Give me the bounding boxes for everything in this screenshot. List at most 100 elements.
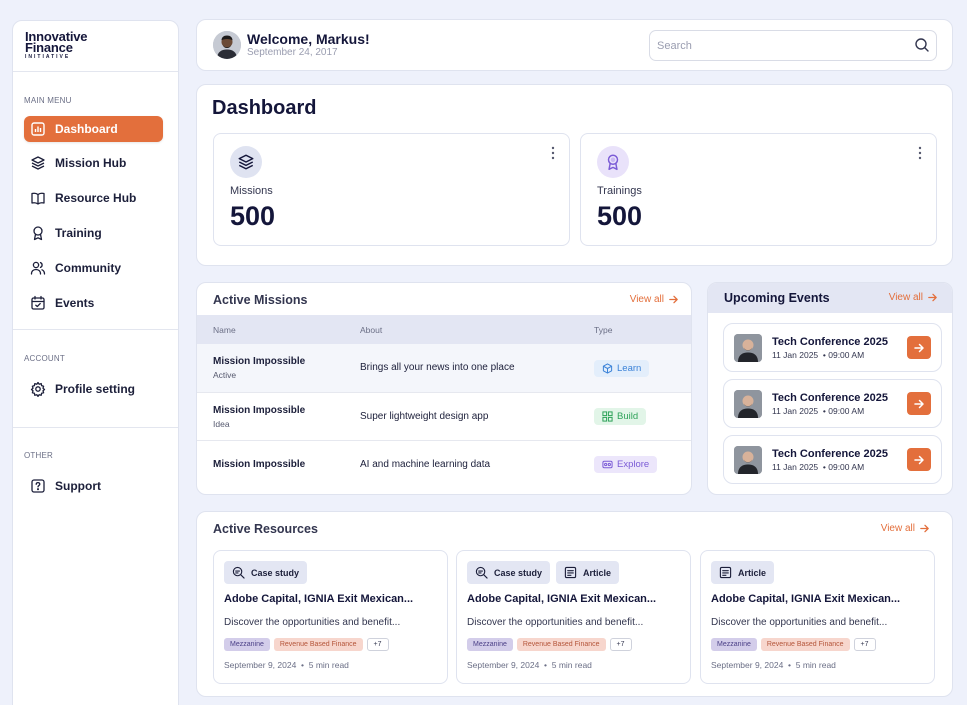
chip-mezzanine: Mezzanine bbox=[467, 638, 513, 651]
event-card[interactable]: Tech Conference 2025 11 Jan 2025 • 09:00… bbox=[723, 323, 942, 372]
sidebar-item-mission-hub[interactable]: Mission Hub bbox=[24, 150, 163, 176]
sidebar-item-events[interactable]: Events bbox=[24, 290, 163, 316]
chip-more[interactable]: +7 bbox=[853, 638, 876, 651]
layers-icon bbox=[238, 154, 254, 170]
search-doc-icon bbox=[232, 566, 245, 579]
blocks-icon bbox=[602, 411, 613, 422]
event-speaker-avatar bbox=[734, 446, 762, 474]
panel-title: Upcoming Events bbox=[724, 291, 830, 305]
sidebar-item-label: Support bbox=[55, 479, 101, 493]
sidebar-item-dashboard[interactable]: Dashboard bbox=[24, 116, 163, 142]
type-badge-explore: Explore bbox=[594, 456, 658, 473]
event-datetime: 11 Jan 2025 • 09:00 AM bbox=[772, 350, 865, 360]
chip-revenue-based-finance: Revenue Based Finance bbox=[273, 638, 363, 651]
sidebar-item-support[interactable]: Support bbox=[24, 473, 163, 499]
stat-icon-wrapper bbox=[230, 146, 262, 178]
sidebar-item-profile-setting[interactable]: Profile setting bbox=[24, 376, 163, 402]
table-row[interactable]: Mission Impossible Idea Super lightweigh… bbox=[197, 392, 691, 440]
sidebar-item-label: Community bbox=[55, 261, 121, 275]
resource-card[interactable]: Case study Article Adobe Capital, IGNIA … bbox=[456, 550, 691, 684]
resource-read-time: 5 min read bbox=[551, 660, 592, 670]
section-label-other: OTHER bbox=[24, 451, 53, 460]
search-icon[interactable] bbox=[914, 37, 930, 53]
event-open-button[interactable] bbox=[907, 448, 931, 471]
sidebar-item-label: Dashboard bbox=[55, 122, 118, 136]
users-icon bbox=[30, 261, 46, 275]
resources-view-all-link[interactable]: View all bbox=[881, 523, 930, 534]
resource-title: Adobe Capital, IGNIA Exit Mexican... bbox=[711, 593, 901, 605]
event-open-button[interactable] bbox=[907, 392, 931, 415]
resource-tags: Article bbox=[711, 561, 775, 584]
mission-status: Idea bbox=[213, 419, 230, 429]
more-options-icon[interactable] bbox=[551, 146, 555, 160]
view-all-label: View all bbox=[888, 292, 923, 303]
brand-line-1: Innovative bbox=[25, 29, 88, 44]
resource-card[interactable]: Article Adobe Capital, IGNIA Exit Mexica… bbox=[700, 550, 935, 684]
sidebar-item-label: Training bbox=[55, 226, 102, 240]
top-header: Welcome, Markus! September 24, 2017 bbox=[196, 19, 953, 71]
badge-label: Explore bbox=[617, 459, 650, 470]
page-title: Dashboard bbox=[212, 97, 317, 119]
tag-label: Case study bbox=[251, 567, 300, 578]
chip-more[interactable]: +7 bbox=[366, 638, 389, 651]
section-label-account: ACCOUNT bbox=[24, 354, 65, 363]
missions-view-all-link[interactable]: View all bbox=[630, 294, 679, 305]
event-date: 11 Jan 2025 bbox=[772, 350, 819, 360]
events-view-all-link[interactable]: View all bbox=[889, 292, 938, 303]
tag-case-study: Case study bbox=[224, 561, 308, 584]
header-date: September 24, 2017 bbox=[247, 47, 338, 58]
active-missions-panel: Active Missions View all Name About Type… bbox=[196, 282, 692, 495]
user-avatar[interactable] bbox=[213, 31, 241, 59]
event-date: 11 Jan 2025 bbox=[772, 406, 819, 416]
panel-title: Active Resources bbox=[213, 522, 318, 536]
upcoming-events-panel: Upcoming Events View all Tech Conference… bbox=[707, 282, 953, 495]
resource-description: Discover the opportunities and benefit..… bbox=[467, 617, 644, 628]
tag-label: Article bbox=[738, 567, 767, 578]
sidebar-item-training[interactable]: Training bbox=[24, 220, 163, 246]
divider bbox=[13, 427, 178, 428]
type-badge-learn: Learn bbox=[594, 360, 650, 377]
resource-meta: September 9, 2024 • 5 min read bbox=[224, 660, 349, 670]
resource-card[interactable]: Case study Adobe Capital, IGNIA Exit Mex… bbox=[213, 550, 448, 684]
dashboard-panel: Dashboard Missions 500 Trainings 500 bbox=[196, 84, 953, 266]
resource-title: Adobe Capital, IGNIA Exit Mexican... bbox=[467, 593, 657, 605]
stat-value: 500 bbox=[597, 201, 643, 231]
tag-article: Article bbox=[556, 561, 620, 584]
stat-card-missions[interactable]: Missions 500 bbox=[213, 133, 570, 246]
event-speaker-avatar bbox=[734, 334, 762, 362]
table-row[interactable]: Mission Impossible Active Brings all you… bbox=[197, 344, 691, 392]
mission-status: Active bbox=[213, 370, 237, 380]
chip-revenue-based-finance: Revenue Based Finance bbox=[760, 638, 850, 651]
brand-logo[interactable]: Innovative Finance INITIATIVE bbox=[25, 29, 88, 61]
chip-more[interactable]: +7 bbox=[609, 638, 632, 651]
resource-read-time: 5 min read bbox=[308, 660, 349, 670]
calendar-icon bbox=[31, 295, 45, 310]
event-card[interactable]: Tech Conference 2025 11 Jan 2025 • 09:00… bbox=[723, 435, 942, 484]
event-open-button[interactable] bbox=[907, 336, 931, 359]
sidebar-item-community[interactable]: Community bbox=[24, 255, 163, 281]
chip-mezzanine: Mezzanine bbox=[224, 638, 270, 651]
search-input[interactable] bbox=[649, 30, 937, 61]
event-title: Tech Conference 2025 bbox=[772, 336, 888, 348]
stat-card-trainings[interactable]: Trainings 500 bbox=[580, 133, 937, 246]
table-row[interactable]: Mission Impossible AI and machine learni… bbox=[197, 440, 691, 488]
sidebar-item-resource-hub[interactable]: Resource Hub bbox=[24, 185, 163, 211]
resource-title: Adobe Capital, IGNIA Exit Mexican... bbox=[224, 593, 414, 605]
column-header-type: Type bbox=[594, 325, 613, 335]
brand-line-2: Finance bbox=[25, 40, 73, 55]
event-time: 09:00 AM bbox=[828, 350, 865, 360]
stat-icon-wrapper bbox=[597, 146, 629, 178]
tag-article: Article bbox=[711, 561, 775, 584]
event-title: Tech Conference 2025 bbox=[772, 392, 888, 404]
event-datetime: 11 Jan 2025 • 09:00 AM bbox=[772, 406, 865, 416]
more-options-icon[interactable] bbox=[918, 146, 922, 160]
mission-about: Super lightweight design app bbox=[360, 411, 489, 422]
resource-tags: Case study Article bbox=[467, 561, 620, 584]
event-date: 11 Jan 2025 bbox=[772, 462, 819, 472]
sidebar-item-label: Mission Hub bbox=[55, 156, 127, 170]
table-header: Name About Type bbox=[197, 315, 691, 344]
resource-chips: Mezzanine Revenue Based Finance +7 bbox=[224, 638, 389, 651]
event-card[interactable]: Tech Conference 2025 11 Jan 2025 • 09:00… bbox=[723, 379, 942, 428]
event-time: 09:00 AM bbox=[828, 462, 865, 472]
layers-icon bbox=[31, 156, 45, 170]
